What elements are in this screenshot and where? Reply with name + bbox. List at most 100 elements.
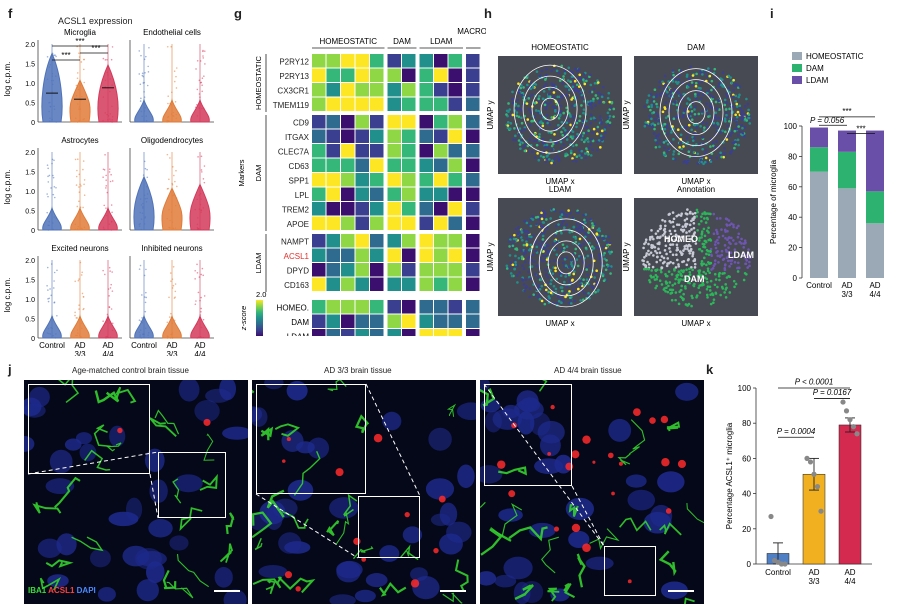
umap-point [662, 288, 666, 291]
umap-point [605, 258, 608, 262]
dapi-nucleus [480, 398, 501, 413]
dapi-nucleus [336, 561, 361, 583]
heatmap-cell [312, 97, 326, 111]
umap-point [589, 217, 592, 221]
violin-point [200, 307, 202, 310]
dapi-nucleus [24, 435, 35, 452]
violin-body [69, 78, 91, 123]
y-tick-label: 0 [747, 560, 752, 569]
umap-point [564, 154, 567, 158]
stacked-bar-segment [866, 191, 884, 224]
umap-point [702, 262, 706, 266]
acsl1-signal [627, 579, 632, 584]
umap-point [561, 133, 565, 137]
panel-label-i: i [770, 6, 774, 21]
umap-point [705, 74, 709, 78]
umap-point [697, 93, 700, 96]
umap-point [666, 142, 670, 146]
umap-point [691, 212, 695, 216]
umap-point [590, 137, 593, 141]
umap-point [670, 131, 673, 134]
umap-point [517, 88, 521, 92]
umap-point [526, 83, 529, 87]
violin-point [108, 295, 110, 297]
umap-point [665, 252, 668, 256]
umap-point [539, 244, 543, 248]
heatmap-cell [387, 263, 401, 277]
umap-point [541, 138, 545, 141]
umap-point [597, 236, 601, 239]
umap-point [575, 89, 579, 92]
umap-point [521, 238, 524, 242]
stacked-bar-segment [866, 223, 884, 278]
umap-point [526, 118, 530, 121]
umap-point [748, 122, 752, 125]
umap-point [534, 138, 538, 142]
umap-point [692, 226, 696, 230]
heatmap-cell [402, 68, 416, 82]
heatmap-cell [341, 173, 355, 187]
umap-point [738, 240, 742, 244]
umap-point [505, 267, 509, 270]
umap-point [548, 260, 551, 263]
heatmap-cell [312, 216, 326, 230]
umap-point [686, 159, 690, 162]
umap-point [604, 246, 608, 250]
iba1-process [658, 550, 677, 577]
umap-point [596, 148, 599, 152]
umap-point [686, 258, 690, 262]
umap-point [668, 219, 672, 223]
umap-point [733, 260, 737, 264]
umap-point [541, 234, 545, 238]
umap-point [565, 285, 569, 288]
umap-point [667, 284, 670, 288]
acsl1-signal [117, 427, 123, 434]
umap-point [643, 124, 647, 128]
violin-point [102, 320, 104, 323]
umap-point [529, 80, 533, 84]
umap-point [715, 230, 719, 234]
umap-point [612, 107, 616, 111]
violin-point [145, 291, 147, 294]
umap-point [678, 146, 682, 149]
iba1-process [179, 507, 203, 532]
umap-point [535, 264, 538, 268]
umap-point [647, 242, 650, 246]
umap-point [677, 213, 680, 217]
umap-point [580, 138, 584, 142]
umap-point [604, 131, 607, 135]
umap-point [512, 237, 516, 241]
umap-point [583, 218, 586, 222]
umap-point [694, 94, 697, 98]
zoom-connector [571, 485, 605, 547]
acsl1-signal [582, 435, 591, 444]
umap-point [578, 114, 582, 118]
umap-point [674, 298, 677, 302]
umap-point [683, 275, 687, 278]
heatmap-cell [312, 173, 326, 187]
umap-point [575, 121, 579, 125]
umap-point [652, 237, 655, 241]
umap-point [696, 162, 700, 165]
umap-point [560, 248, 564, 252]
umap-y-label: UMAP y [622, 100, 631, 129]
umap-point [676, 273, 680, 277]
violin-y-tick: 1.5 [25, 278, 35, 285]
umap-point [572, 235, 576, 239]
violin-body [98, 314, 118, 339]
umap-point [741, 118, 744, 122]
heatmap-cell [434, 115, 448, 129]
umap-point [586, 254, 590, 258]
umap-point [586, 140, 590, 143]
legend-label: HOMEOSTATIC [806, 52, 864, 61]
umap-point [685, 102, 689, 105]
umap-point [653, 88, 657, 92]
violin-subplot-title: Oligodendrocytes [141, 136, 203, 145]
umap-point [724, 296, 728, 299]
violin-group-label: 4/4 [194, 350, 206, 356]
violin-point [52, 174, 54, 177]
umap-point [666, 236, 670, 240]
violin-point [50, 187, 52, 189]
umap-point [565, 106, 568, 110]
